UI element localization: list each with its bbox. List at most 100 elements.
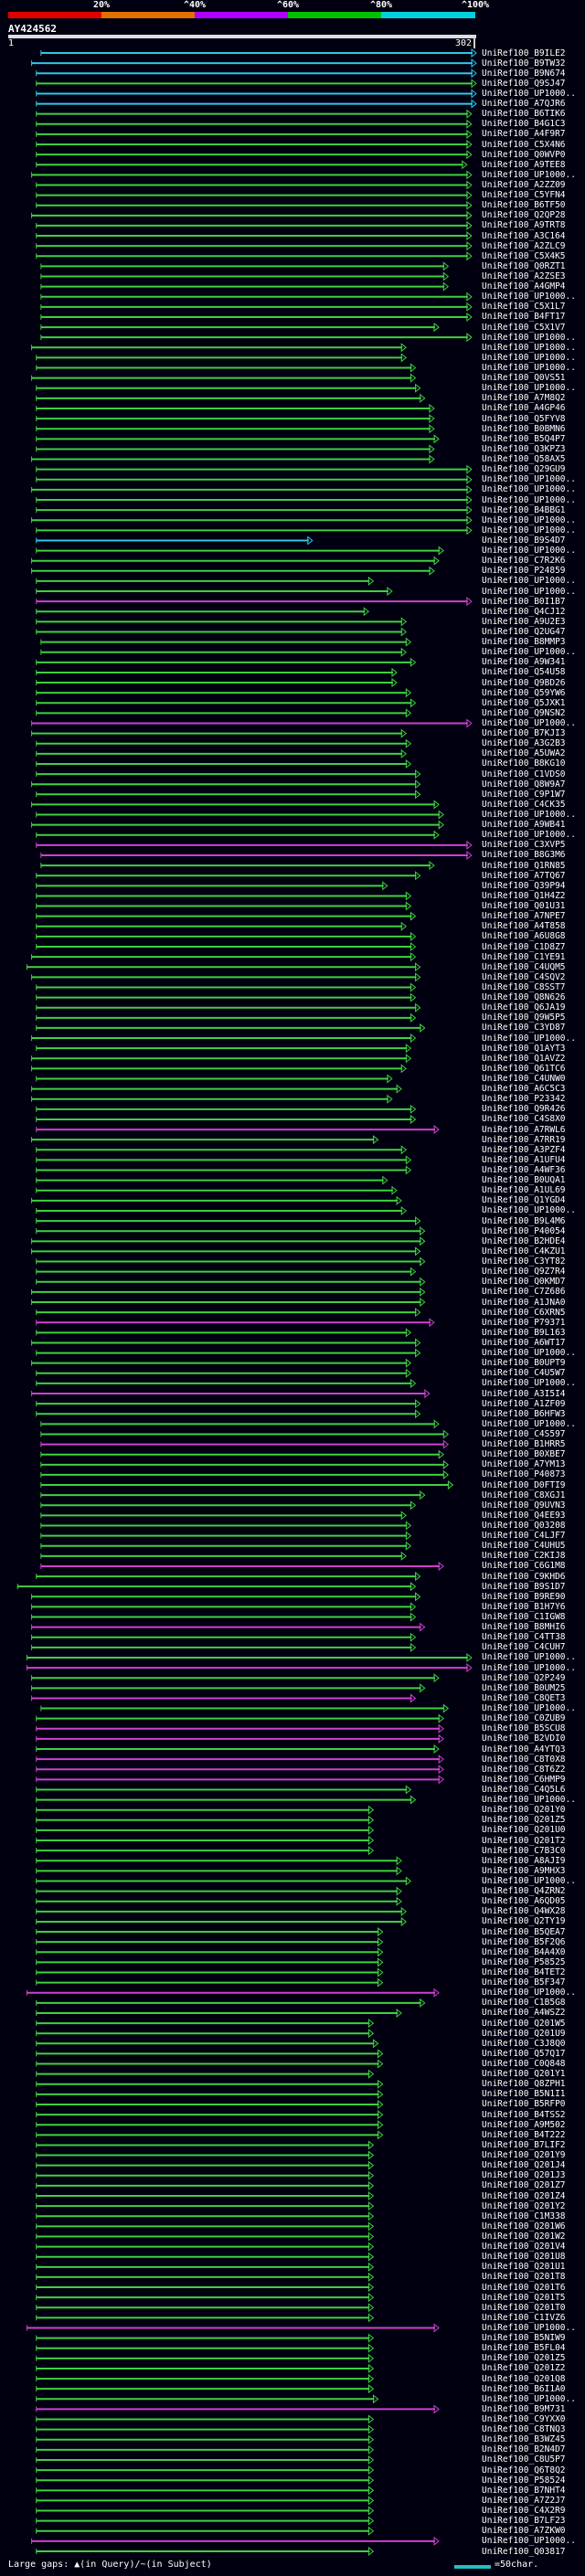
hit-label[interactable]: UniRef100_B3WZ45 xyxy=(482,2434,566,2445)
hit-label[interactable]: UniRef100_Q2QP28 xyxy=(482,210,566,221)
hit-label[interactable]: UniRef100_UP1000.. xyxy=(482,342,576,353)
hit-label[interactable]: UniRef100_A6C5C3 xyxy=(482,1084,566,1095)
hit-label[interactable]: UniRef100_Q58AX5 xyxy=(482,454,566,465)
hit-label[interactable]: UniRef100_B6I1A0 xyxy=(482,2383,566,2394)
hit-label[interactable]: UniRef100_Q201U1 xyxy=(482,2262,566,2273)
hit-label[interactable]: UniRef100_Q201Z5 xyxy=(482,2353,566,2364)
hit-label[interactable]: UniRef100_UP1000.. xyxy=(482,1205,576,1216)
hit-label[interactable]: UniRef100_B5FL04 xyxy=(482,2343,566,2354)
hit-label[interactable]: UniRef100_Q9BD26 xyxy=(482,677,566,688)
hit-label[interactable]: UniRef100_B5SCU8 xyxy=(482,1723,566,1734)
hit-label[interactable]: UniRef100_C5X4N6 xyxy=(482,139,566,150)
hit-label[interactable]: UniRef100_A6U8G8 xyxy=(482,931,566,942)
hit-label[interactable]: UniRef100_A1JNA0 xyxy=(482,1297,566,1308)
hit-label[interactable]: UniRef100_UP1000.. xyxy=(482,169,576,180)
hit-label[interactable]: UniRef100_UP1000.. xyxy=(482,88,576,99)
hit-label[interactable]: UniRef100_B9L163 xyxy=(482,1327,566,1338)
hit-label[interactable]: UniRef100_B7LIF2 xyxy=(482,2139,566,2150)
hit-label[interactable]: UniRef100_Q201W5 xyxy=(482,2018,566,2029)
hit-label[interactable]: UniRef100_P58525 xyxy=(482,1956,566,1967)
hit-label[interactable]: UniRef100_UP1000.. xyxy=(482,718,576,728)
hit-label[interactable]: UniRef100_Q4ZRN2 xyxy=(482,1886,566,1897)
hit-label[interactable]: UniRef100_C5YFN4 xyxy=(482,190,566,201)
hit-label[interactable]: UniRef100_B4TET2 xyxy=(482,1967,566,1977)
hit-label[interactable]: UniRef100_Q2UG47 xyxy=(482,626,566,637)
hit-label[interactable]: UniRef100_B5RFP0 xyxy=(482,2099,566,2110)
hit-label[interactable]: UniRef100_UP1000.. xyxy=(482,1703,576,1714)
hit-label[interactable]: UniRef100_C9P1W7 xyxy=(482,789,566,800)
hit-label[interactable]: UniRef100_A4WF36 xyxy=(482,1165,566,1176)
hit-label[interactable]: UniRef100_B9L4M6 xyxy=(482,1215,566,1226)
hit-label[interactable]: UniRef100_UP1000.. xyxy=(482,1795,576,1806)
hit-label[interactable]: UniRef100_Q6JA19 xyxy=(482,1002,566,1013)
hit-label[interactable]: UniRef100_UP1000.. xyxy=(482,1988,576,1998)
hit-label[interactable]: UniRef100_C1IGW8 xyxy=(482,1612,566,1623)
hit-label[interactable]: UniRef100_Q201U8 xyxy=(482,2252,566,2263)
hit-label[interactable]: UniRef100_Q201J3 xyxy=(482,2170,566,2181)
hit-label[interactable]: UniRef100_Q201Q8 xyxy=(482,2373,566,2384)
hit-label[interactable]: UniRef100_B0UPT9 xyxy=(482,1358,566,1369)
hit-label[interactable]: UniRef100_Q5JXK1 xyxy=(482,697,566,708)
hit-label[interactable]: UniRef100_A9TRT8 xyxy=(482,220,566,231)
hit-label[interactable]: UniRef100_B8MMP3 xyxy=(482,637,566,648)
hit-label[interactable]: UniRef100_C4UQM5 xyxy=(482,961,566,972)
hit-label[interactable]: UniRef100_P58524 xyxy=(482,2475,566,2486)
hit-label[interactable]: UniRef100_A6WT17 xyxy=(482,1337,566,1348)
hit-label[interactable]: UniRef100_Q201Z4 xyxy=(482,2190,566,2201)
hit-label[interactable]: UniRef100_Q201Y1 xyxy=(482,2069,566,2080)
hit-label[interactable]: UniRef100_C4UNW0 xyxy=(482,1073,566,1084)
hit-label[interactable]: UniRef100_Q201Y9 xyxy=(482,2150,566,2161)
hit-label[interactable]: UniRef100_Q201T2 xyxy=(482,1835,566,1846)
hit-label[interactable]: UniRef100_C4TT38 xyxy=(482,1632,566,1643)
hit-label[interactable]: UniRef100_UP1000.. xyxy=(482,352,576,363)
hit-label[interactable]: UniRef100_Q8W9A7 xyxy=(482,779,566,790)
hit-label[interactable]: UniRef100_C4S8X0 xyxy=(482,1114,566,1125)
hit-label[interactable]: UniRef100_Q03208 xyxy=(482,1521,566,1531)
hit-label[interactable]: UniRef100_C8SST7 xyxy=(482,981,566,992)
hit-label[interactable]: UniRef100_UP1000.. xyxy=(482,292,576,302)
hit-label[interactable]: UniRef100_Q01U31 xyxy=(482,901,566,912)
hit-label[interactable]: UniRef100_B5F2Q6 xyxy=(482,1936,566,1947)
hit-label[interactable]: UniRef100_B6TIK6 xyxy=(482,109,566,120)
hit-label[interactable]: UniRef100_C1M338 xyxy=(482,2210,566,2221)
hit-label[interactable]: UniRef100_D0FTI9 xyxy=(482,1479,566,1490)
hit-label[interactable]: UniRef100_UP1000.. xyxy=(482,1033,576,1044)
hit-label[interactable]: UniRef100_B0I1B7 xyxy=(482,596,566,607)
hit-label[interactable]: UniRef100_B4TSS2 xyxy=(482,2109,566,2120)
hit-label[interactable]: UniRef100_Q201T0 xyxy=(482,2302,566,2313)
hit-label[interactable]: UniRef100_A8AJI9 xyxy=(482,1855,566,1866)
hit-label[interactable]: UniRef100_C0ZUB9 xyxy=(482,1713,566,1724)
hit-label[interactable]: UniRef100_B4A4X0 xyxy=(482,1946,566,1957)
hit-label[interactable]: UniRef100_B0XBE7 xyxy=(482,1449,566,1460)
hit-label[interactable]: UniRef100_B4BBG1 xyxy=(482,504,566,515)
hit-label[interactable]: UniRef100_P24859 xyxy=(482,566,566,577)
hit-label[interactable]: UniRef100_B9RE90 xyxy=(482,1591,566,1602)
hit-label[interactable]: UniRef100_B4T222 xyxy=(482,2129,566,2140)
hit-label[interactable]: UniRef100_B0UQA1 xyxy=(482,1175,566,1186)
hit-label[interactable]: UniRef100_C1VDS0 xyxy=(482,769,566,779)
hit-label[interactable]: UniRef100_B2N4D7 xyxy=(482,2444,566,2455)
hit-label[interactable]: UniRef100_B8MHI6 xyxy=(482,1622,566,1633)
hit-label[interactable]: UniRef100_A7TQ67 xyxy=(482,870,566,881)
hit-label[interactable]: UniRef100_C9YXX0 xyxy=(482,2414,566,2425)
hit-label[interactable]: UniRef100_Q61TC6 xyxy=(482,1063,566,1074)
hit-label[interactable]: UniRef100_UP1000.. xyxy=(482,494,576,505)
hit-label[interactable]: UniRef100_C5X1V7 xyxy=(482,322,566,333)
hit-label[interactable]: UniRef100_Q1RN85 xyxy=(482,860,566,871)
hit-label[interactable]: UniRef100_C9KHD6 xyxy=(482,1571,566,1582)
hit-label[interactable]: UniRef100_Q6T8Q2 xyxy=(482,2465,566,2475)
hit-label[interactable]: UniRef100_Q9Z7R4 xyxy=(482,1267,566,1277)
hit-label[interactable]: UniRef100_UP1000.. xyxy=(482,525,576,535)
hit-label[interactable]: UniRef100_Q201T6 xyxy=(482,2282,566,2293)
hit-label[interactable]: UniRef100_UP1000.. xyxy=(482,2393,576,2404)
hit-label[interactable]: UniRef100_C7Z686 xyxy=(482,1287,566,1298)
hit-label[interactable]: UniRef100_C8QET3 xyxy=(482,1692,566,1703)
hit-label[interactable]: UniRef100_Q201Y0 xyxy=(482,1805,566,1816)
hit-label[interactable]: UniRef100_B7LF23 xyxy=(482,2516,566,2527)
hit-label[interactable]: UniRef100_Q8N626 xyxy=(482,992,566,1003)
hit-label[interactable]: UniRef100_B5N1I1 xyxy=(482,2089,566,2100)
hit-label[interactable]: UniRef100_UP1000.. xyxy=(482,514,576,525)
hit-label[interactable]: UniRef100_UP1000.. xyxy=(482,586,576,597)
hit-label[interactable]: UniRef100_B6TF50 xyxy=(482,200,566,211)
hit-label[interactable]: UniRef100_UP1000.. xyxy=(482,647,576,658)
